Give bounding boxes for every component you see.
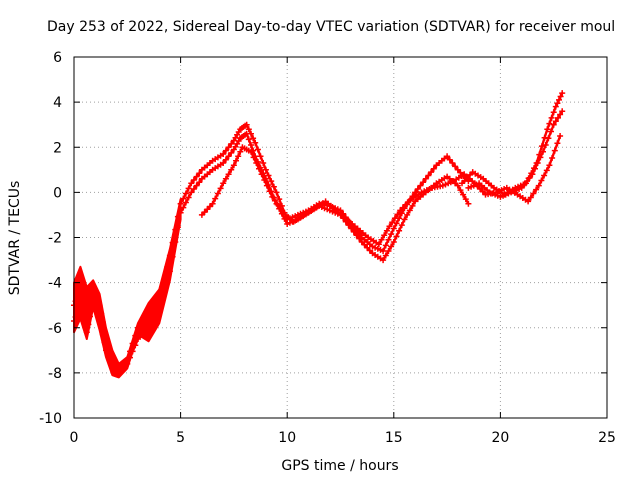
y-tick-label: 0 — [53, 185, 62, 201]
x-tick-label: 15 — [385, 430, 403, 446]
chart-title: Day 253 of 2022, Sidereal Day-to-day VTE… — [47, 19, 615, 35]
series-line — [72, 123, 470, 372]
y-tick-label: 2 — [53, 140, 62, 156]
x-tick-label: 0 — [70, 430, 79, 446]
y-tick-label: -8 — [48, 366, 62, 382]
x-tick-label: 25 — [598, 430, 616, 446]
axis-ticks: 0 5 10 15 20 25 -10 -8 -6 -4 -2 0 2 4 6 — [39, 50, 616, 446]
y-tick-label: -6 — [48, 321, 62, 337]
data-point-markers — [71, 130, 472, 376]
y-tick-label: 4 — [53, 95, 62, 111]
x-tick-label: 20 — [491, 430, 509, 446]
y-tick-label: 6 — [53, 50, 62, 66]
y-tick-label: -4 — [48, 276, 62, 292]
data-point-markers — [198, 133, 564, 248]
y-tick-label: -10 — [39, 411, 62, 427]
data-point-markers — [71, 121, 472, 374]
morning-spread — [73, 198, 182, 379]
series-track-5 — [465, 108, 566, 200]
scatter-band-layer — [73, 198, 182, 379]
x-tick-label: 10 — [278, 430, 296, 446]
grid — [74, 57, 607, 418]
x-tick-label: 5 — [176, 430, 185, 446]
x-axis-label: GPS time / hours — [281, 458, 398, 474]
y-axis-label: SDTVAR / TECUs — [7, 181, 23, 296]
plot-frame — [73, 56, 608, 419]
data-point-markers — [465, 108, 566, 200]
series-track-1 — [71, 121, 472, 374]
series-track-2 — [71, 130, 472, 376]
y-tick-label: -2 — [48, 231, 62, 247]
